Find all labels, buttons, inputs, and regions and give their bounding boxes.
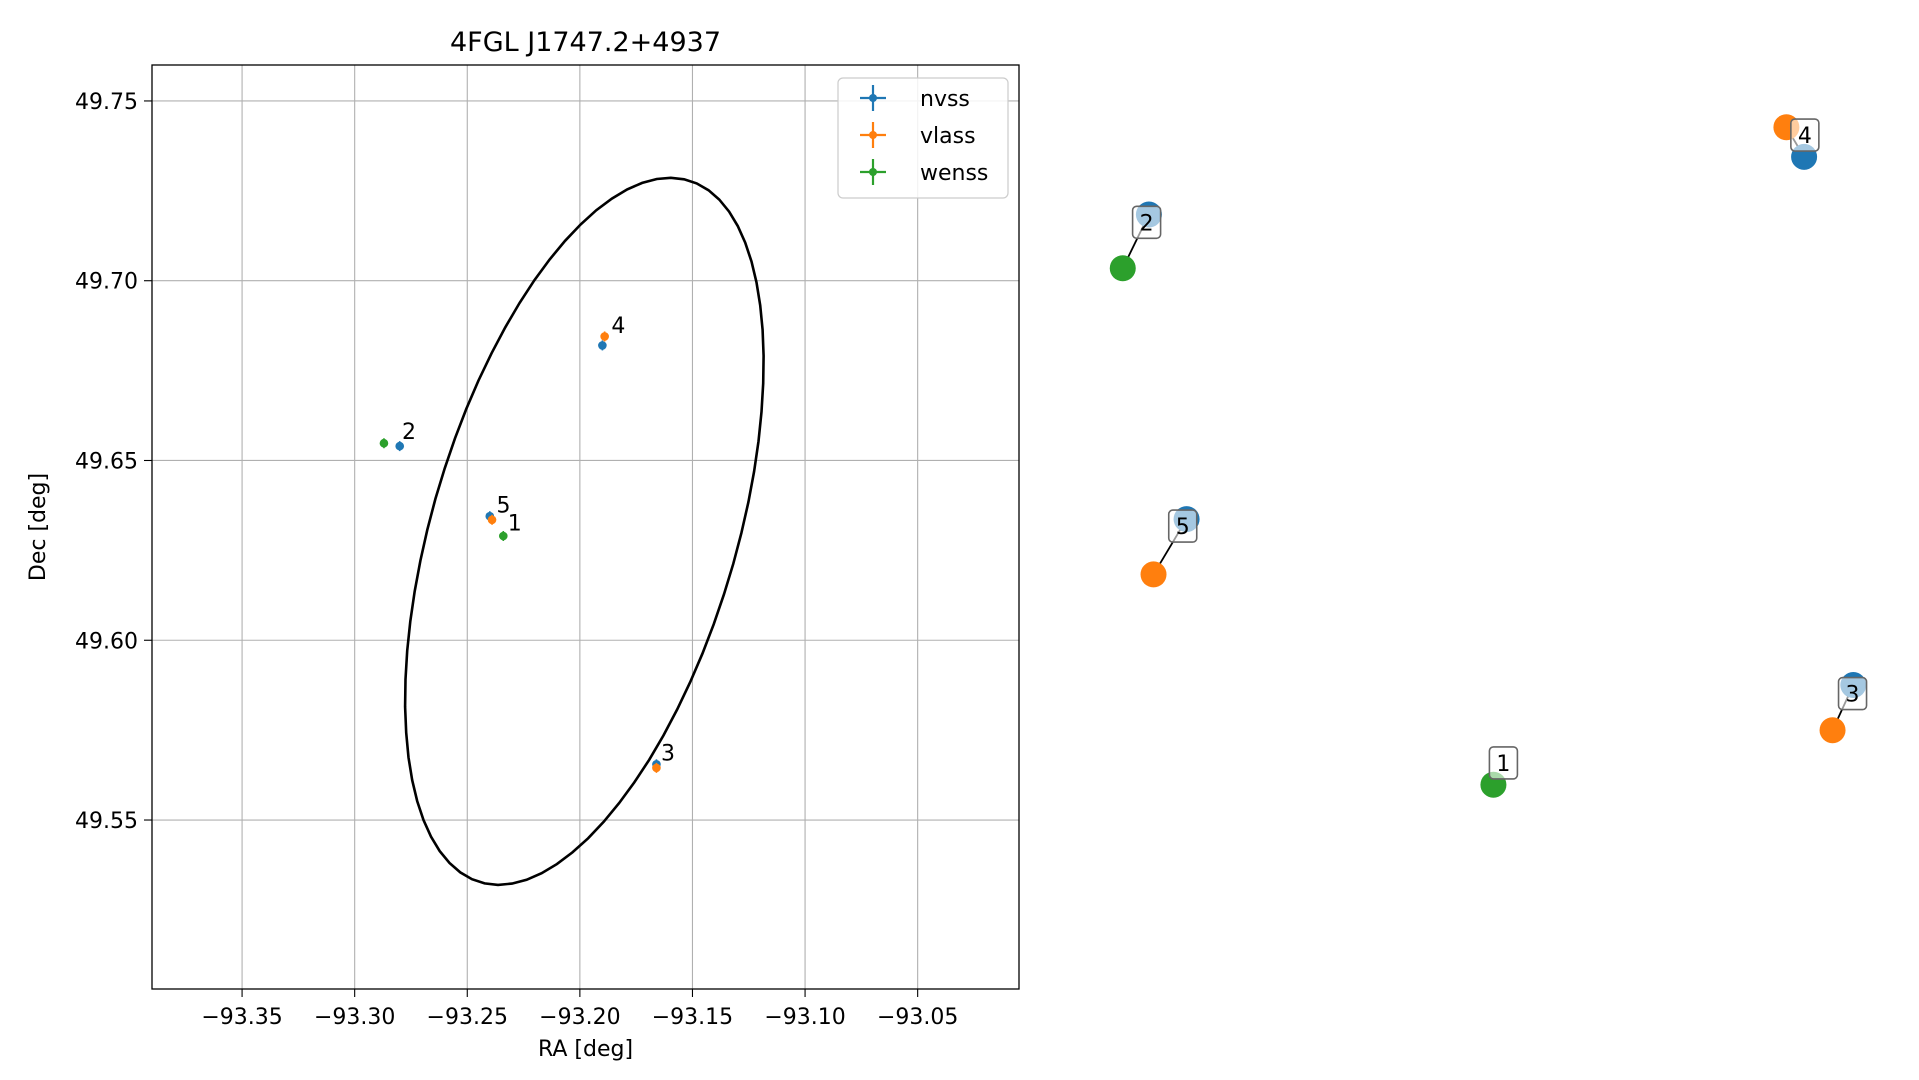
data-point-wenss [499, 530, 508, 541]
group-label-4: 4 [1790, 118, 1820, 152]
group-label-1: 1 [1488, 746, 1519, 780]
x-tick-label: −93.25 [427, 1005, 508, 1030]
right-scatter-panel: 1 2 3 4 5 [1109, 114, 1868, 798]
point-label: 5 [497, 494, 511, 519]
legend-label: nvss [920, 87, 970, 112]
source-marker [1109, 255, 1136, 282]
y-tick-label: 49.75 [75, 90, 138, 115]
group-label-5: 5 [1167, 509, 1198, 543]
x-tick-label: −93.30 [314, 1005, 395, 1030]
localization-ellipse-layer [403, 176, 765, 887]
y-axis-label: Dec [deg] [26, 473, 51, 581]
group-label-text: 5 [1176, 515, 1190, 540]
chart-title: 4FGL J1747.2+4937 [450, 27, 721, 58]
legend-item-nvss: nvss [860, 85, 970, 112]
y-tick-label: 49.60 [75, 629, 138, 654]
source-marker [1819, 717, 1846, 744]
x-tick-label: −93.15 [652, 1005, 733, 1030]
group-label-3: 3 [1837, 676, 1868, 711]
data-point-nvss [395, 441, 405, 452]
point-label: 2 [402, 420, 416, 445]
legend: nvss vlass wenss [837, 77, 1009, 199]
y-tick-label: 49.65 [75, 449, 138, 474]
source-markers [1109, 114, 1867, 798]
localization-ellipse [403, 176, 765, 887]
x-tick-label: −93.20 [539, 1005, 620, 1030]
y-tick-label: 49.55 [75, 809, 138, 834]
source-points-layer [379, 331, 661, 773]
data-point-vlass [600, 331, 609, 342]
group-label-2: 2 [1131, 205, 1162, 240]
plot-frame [151, 64, 1020, 990]
data-point-vlass [652, 762, 661, 773]
x-tick-label: −93.05 [877, 1005, 958, 1030]
data-point-vlass [487, 514, 497, 525]
legend-item-wenss: wenss [860, 159, 988, 186]
group-label-text: 1 [1496, 752, 1510, 777]
x-tick-label: −93.10 [764, 1005, 845, 1030]
point-label: 1 [508, 512, 522, 537]
source-marker [1140, 561, 1167, 588]
group-label-text: 3 [1846, 683, 1860, 708]
data-point-wenss [379, 438, 389, 449]
y-tick-label: 49.70 [75, 270, 138, 295]
legend-label: wenss [920, 161, 988, 186]
x-tick-label: −93.35 [201, 1005, 282, 1030]
legend-item-vlass: vlass [860, 122, 976, 149]
point-label: 3 [661, 742, 675, 767]
group-label-text: 4 [1798, 124, 1812, 149]
x-axis-label: RA [deg] [538, 1037, 633, 1062]
point-annotations: 1 2 3 4 5 [402, 314, 675, 767]
legend-label: vlass [920, 124, 976, 149]
x-axis-ticks: −93.35 −93.30 −93.25 −93.20 −93.15 −93.10 −93.… [201, 989, 958, 1030]
y-axis-ticks: 49.55 49.60 49.65 49.70 49.75 [75, 90, 152, 834]
data-point-nvss [598, 340, 607, 351]
connector-lines [1121, 126, 1855, 731]
group-label-text: 2 [1140, 211, 1154, 236]
point-label: 4 [611, 314, 625, 339]
group-labels: 1 2 3 4 5 [1131, 118, 1868, 780]
grid-lines [152, 65, 1019, 989]
legend-box [837, 77, 1009, 199]
